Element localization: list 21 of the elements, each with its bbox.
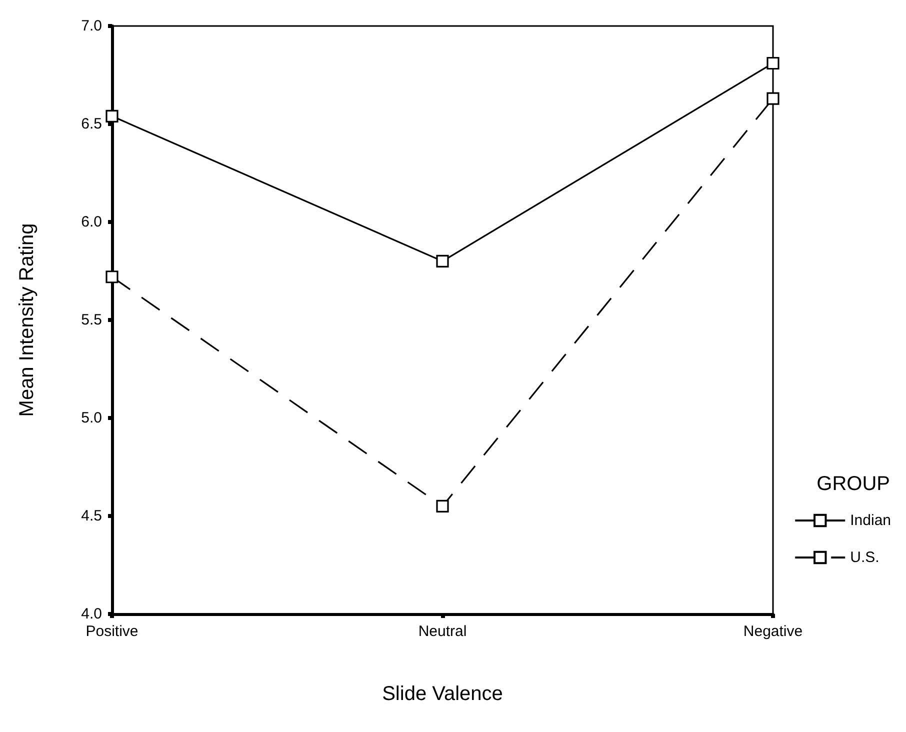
y-axis-title: Mean Intensity Rating	[16, 223, 38, 417]
y-tick-label: 4.5	[81, 508, 102, 524]
x-tick-label: Negative	[743, 623, 803, 640]
legend-title: GROUP	[816, 473, 890, 495]
y-tick-label: 5.0	[81, 410, 102, 426]
point	[436, 254, 449, 268]
point	[106, 270, 118, 284]
y-tick-label: 6.5	[81, 116, 102, 132]
legend-label: Indian	[850, 512, 892, 529]
x-tick-label: Positive	[86, 623, 138, 640]
legend-label: U.S.	[850, 549, 880, 566]
point	[436, 500, 449, 512]
y-tick-label: 5.5	[81, 312, 102, 328]
y-tick-label: 4.0	[81, 606, 102, 622]
y-tick-label: 7.0	[81, 18, 102, 34]
point	[766, 56, 780, 70]
point	[106, 110, 118, 122]
x-tick-label: Neutral	[418, 623, 467, 640]
x-axis-title: Slide Valence	[382, 683, 503, 705]
y-tick-label: 6.0	[81, 214, 102, 230]
point	[766, 92, 780, 105]
